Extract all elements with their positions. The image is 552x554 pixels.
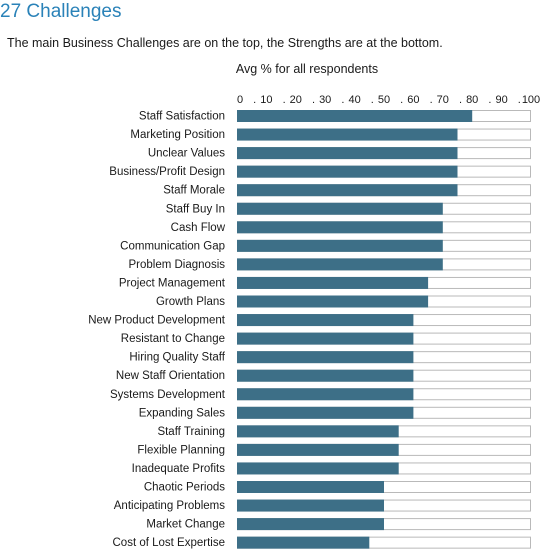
category-label: New Staff Orientation: [116, 370, 225, 382]
x-tick-label: 90: [495, 94, 507, 106]
x-tick-separator: .: [459, 94, 462, 106]
category-label: Resistant to Change: [121, 333, 225, 345]
bar: [237, 276, 429, 289]
x-tick-label: 30: [319, 94, 331, 106]
bar: [237, 314, 414, 327]
category-label: Communication Gap: [120, 240, 225, 252]
x-tick-separator: .: [283, 94, 286, 106]
category-label: Chaotic Periods: [144, 482, 225, 494]
bar: [237, 388, 414, 401]
bar: [237, 184, 458, 197]
x-tick-label: 100: [522, 94, 540, 106]
category-label: Staff Training: [157, 426, 225, 438]
x-tick-separator: .: [400, 94, 403, 106]
category-label: Systems Development: [110, 389, 226, 401]
category-label: Expanding Sales: [139, 407, 226, 419]
category-label: Cost of Lost Expertise: [113, 537, 226, 549]
bar: [237, 332, 414, 345]
category-label: Cash Flow: [171, 222, 226, 234]
page-subtitle: The main Business Challenges are on the …: [7, 36, 443, 50]
x-tick-separator: .: [341, 94, 344, 106]
x-tick-label: 10: [260, 94, 272, 106]
bars: [237, 110, 531, 549]
category-label: Business/Profit Design: [109, 166, 225, 178]
category-label: Unclear Values: [148, 148, 225, 160]
bar: [237, 481, 384, 493]
x-tick-label: 0: [237, 94, 243, 106]
category-label: Staff Buy In: [166, 203, 225, 215]
x-tick-separator: .: [253, 94, 256, 106]
category-label: Anticipating Problems: [114, 500, 225, 512]
x-tick-label: 80: [466, 94, 478, 106]
x-tick-separator: .: [518, 94, 521, 106]
bar: [237, 369, 414, 382]
bar: [237, 295, 429, 308]
category-label: Project Management: [119, 277, 226, 289]
bar: [237, 128, 458, 141]
bar: [237, 406, 414, 419]
category-label: Inadequate Profits: [132, 463, 226, 475]
bar: [237, 351, 414, 364]
category-labels: Staff Satisfaction Marketing Position Uncl…: [88, 111, 226, 550]
x-tick-label: 50: [378, 94, 390, 106]
bar: [237, 536, 370, 549]
category-label: Flexible Planning: [137, 444, 225, 456]
bar: [237, 518, 384, 531]
bar: [237, 425, 399, 438]
bar: [237, 147, 458, 160]
x-tick-label: 60: [407, 94, 419, 106]
page-title: 27 Challenges: [0, 1, 122, 22]
bar: [237, 165, 458, 178]
bar: [237, 499, 384, 512]
chart-title: Avg % for all respondents: [236, 62, 378, 76]
category-label: Staff Satisfaction: [139, 111, 225, 123]
bar: [237, 443, 399, 456]
category-label: Staff Morale: [163, 185, 225, 197]
category-label: Hiring Quality Staff: [129, 352, 225, 364]
x-tick-label: 40: [348, 94, 360, 106]
bar: [237, 202, 443, 215]
x-tick-label: 20: [290, 94, 302, 106]
bar: [237, 258, 443, 271]
category-label: Problem Diagnosis: [128, 259, 225, 271]
x-tick-separator: .: [312, 94, 315, 106]
category-label: Market Change: [146, 519, 225, 531]
bar: [237, 110, 473, 122]
category-label: Growth Plans: [156, 296, 225, 308]
category-label: New Product Development: [88, 315, 226, 327]
x-tick-separator: .: [430, 94, 433, 106]
x-tick-separator: .: [488, 94, 491, 106]
bar: [237, 239, 443, 252]
x-axis-ticks: 0. 10. 20. 30. 40. 50. 60. 70. 80. 90. 100: [237, 94, 540, 106]
bar: [237, 462, 399, 475]
x-tick-label: 70: [437, 94, 449, 106]
bar: [237, 221, 443, 234]
category-label: Marketing Position: [130, 129, 225, 141]
x-tick-separator: .: [371, 94, 374, 106]
